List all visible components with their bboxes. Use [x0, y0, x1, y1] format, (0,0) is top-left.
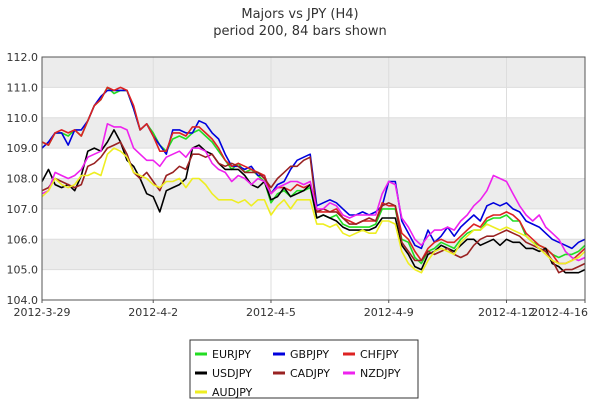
legend-label-nzdjpy: NZDJPY — [360, 367, 401, 380]
x-tick-label: 2012-3-29 — [14, 306, 71, 319]
x-tick-label: 2012-4-16 — [531, 306, 588, 319]
chart-title: Majors vs JPY (H4) — [241, 7, 358, 22]
series-line-usdjpy — [41, 129, 586, 274]
series-layer — [41, 86, 586, 274]
plot-band — [42, 117, 585, 149]
y-tick-label: 111.0 — [7, 81, 39, 94]
y-tick-label: 108.0 — [7, 173, 39, 186]
y-tick-label: 104.0 — [7, 294, 39, 307]
plot-band — [42, 269, 585, 300]
legend-label-eurjpy: EURJPY — [212, 348, 251, 361]
x-axis-ticks: 2012-3-29 2012-4-2 2012-4-5 2012-4-9 2012-4-… — [14, 300, 588, 319]
plot-frame — [41, 56, 586, 301]
chart-subtitle: period 200, 84 bars shown — [213, 24, 387, 39]
y-tick-label: 112.0 — [7, 51, 39, 64]
y-tick-label: 110.0 — [7, 112, 39, 125]
x-tick-label: 2012-4-12 — [478, 306, 535, 319]
plot-band — [42, 57, 585, 88]
y-tick-label: 105.0 — [7, 264, 39, 277]
legend-label-cadjpy: CADJPY — [290, 367, 330, 380]
legend-label-usdjpy: USDJPY — [212, 367, 252, 380]
y-tick-label: 109.0 — [7, 142, 39, 155]
x-tick-label: 2012-4-9 — [364, 306, 414, 319]
legend-box — [189, 339, 419, 399]
legend-label-gbpjpy: GBPJPY — [290, 348, 329, 361]
legend-label-audjpy: AUDJPY — [212, 386, 253, 399]
legend-label-chfjpy: CHFJPY — [360, 348, 399, 361]
plot-band — [42, 148, 585, 179]
y-tick-label: 107.0 — [7, 203, 39, 216]
legend: EURJPY GBPJPY CHFJPY USDJPY CADJPY NZDJPY AUDJ… — [189, 339, 419, 399]
series-line-nzdjpy — [41, 123, 586, 262]
plot-band — [42, 87, 585, 118]
series-line-audjpy — [41, 147, 586, 274]
plot-band — [42, 239, 585, 270]
y-tick-label: 106.0 — [7, 233, 39, 246]
x-tick-label: 2012-4-5 — [246, 306, 296, 319]
y-axis-ticks: 104.0 105.0 106.0 107.0 108.0 109.0 110.0 111.0… — [7, 51, 39, 307]
x-tick-label: 2012-4-2 — [128, 306, 178, 319]
